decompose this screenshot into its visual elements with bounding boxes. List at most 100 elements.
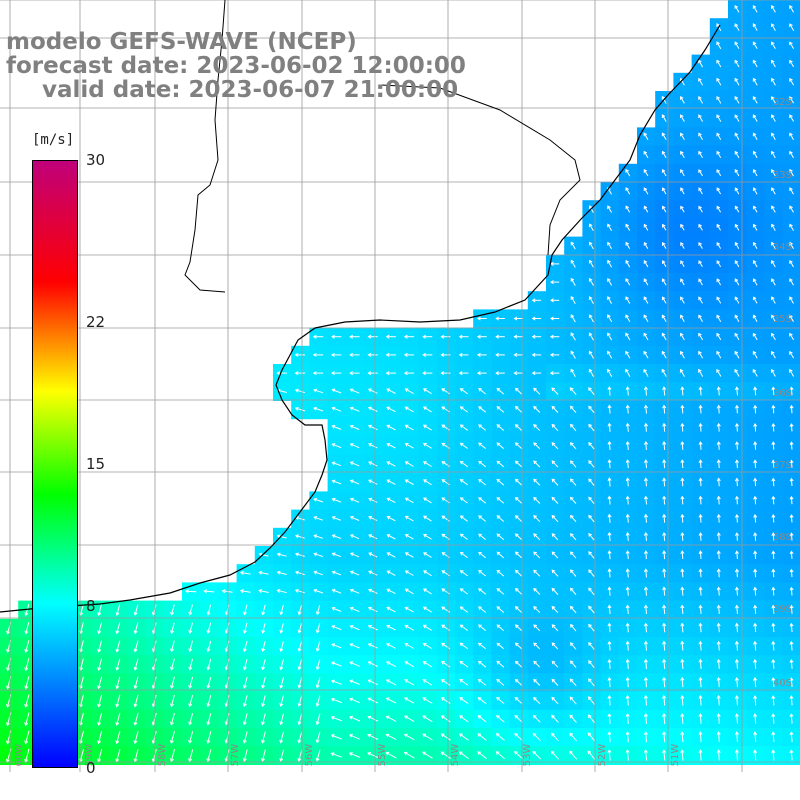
wind-arrow	[734, 586, 739, 596]
wind-arrow	[607, 749, 612, 761]
wind-arrow	[734, 278, 740, 286]
wind-arrow	[514, 714, 523, 723]
wind-arrow	[477, 642, 487, 650]
wind-arrow	[771, 404, 776, 414]
wind-arrow	[680, 404, 685, 414]
wind-arrow	[716, 205, 722, 213]
wind-arrow	[513, 334, 523, 339]
longitude-label: 55W	[377, 744, 388, 767]
wind-arrow	[716, 314, 722, 322]
wind-arrow	[533, 387, 541, 395]
wind-arrow	[404, 624, 414, 631]
wind-arrow	[295, 570, 305, 576]
wind-arrow	[422, 715, 433, 723]
wind-arrow	[349, 424, 360, 430]
wind-arrow	[423, 443, 432, 449]
wind-arrow	[386, 624, 396, 631]
wind-arrow	[477, 697, 487, 705]
wind-arrow	[698, 694, 703, 706]
wind-arrow	[440, 733, 451, 741]
wind-arrow	[734, 314, 740, 322]
wind-arrow	[115, 676, 121, 690]
wind-arrow	[680, 495, 685, 505]
wind-arrow	[625, 296, 631, 304]
wind-arrow	[625, 332, 631, 341]
wind-arrow	[716, 41, 722, 50]
wind-arrow	[698, 77, 704, 86]
wind-arrow	[169, 749, 175, 763]
wind-arrow	[422, 733, 433, 741]
wind-arrow	[789, 441, 794, 450]
latitude-label: 39S	[773, 604, 792, 615]
wind-arrow	[716, 586, 721, 596]
wind-arrow	[643, 350, 649, 359]
wind-arrow	[588, 478, 595, 486]
wind-arrow	[753, 422, 758, 432]
wind-arrow	[734, 404, 739, 414]
wind-arrow	[478, 442, 487, 449]
wind-arrow	[550, 750, 560, 760]
wind-arrow	[297, 695, 303, 707]
wind-arrow	[404, 661, 415, 668]
wind-arrow	[133, 730, 139, 744]
wind-arrow	[514, 569, 523, 577]
wind-arrow	[188, 713, 194, 726]
wind-arrow	[315, 731, 321, 744]
wind-arrow	[385, 661, 397, 668]
wind-arrow	[625, 440, 630, 450]
wind-arrow	[607, 386, 612, 396]
wind-arrow	[771, 604, 776, 614]
wind-arrow	[716, 676, 721, 688]
wind-arrow	[331, 625, 342, 631]
wind-arrow	[386, 461, 396, 467]
wind-arrow	[459, 515, 468, 522]
wind-arrow	[716, 350, 722, 359]
wind-arrow	[789, 223, 794, 231]
wind-arrow	[680, 640, 685, 651]
wind-arrow	[625, 731, 630, 743]
wind-arrow	[188, 658, 193, 671]
wind-arrow	[680, 314, 685, 322]
wind-arrow	[348, 752, 361, 758]
wind-arrow	[643, 622, 648, 633]
wind-arrow	[315, 677, 321, 689]
wind-arrow	[607, 223, 613, 231]
wind-arrow	[698, 314, 703, 322]
wind-arrow	[662, 459, 667, 469]
wind-arrow	[367, 625, 378, 631]
wind-arrow	[661, 150, 667, 159]
wind-arrow	[789, 677, 794, 688]
wind-arrow	[643, 223, 649, 231]
wind-arrow	[789, 568, 794, 578]
wind-arrow	[313, 516, 323, 521]
wind-arrow	[771, 713, 776, 724]
wind-arrow	[789, 59, 795, 68]
wind-arrow	[441, 406, 450, 413]
wind-arrow	[368, 515, 378, 522]
wind-arrow	[569, 714, 577, 723]
wind-arrow	[331, 516, 342, 521]
wind-arrow	[386, 515, 396, 522]
wind-arrow	[279, 731, 285, 744]
wind-arrow	[294, 388, 306, 394]
wind-arrow	[771, 550, 776, 559]
wind-arrow	[588, 314, 594, 323]
wind-arrow	[440, 679, 451, 686]
wind-arrow	[551, 460, 559, 468]
wind-arrow	[477, 733, 487, 741]
wind-arrow	[533, 624, 541, 632]
longitude-label: 51W	[670, 744, 681, 767]
wind-arrow	[349, 534, 360, 540]
wind-arrow	[258, 588, 269, 593]
wind-arrow	[385, 679, 397, 686]
wind-arrow	[753, 604, 758, 614]
wind-arrow	[170, 640, 175, 653]
wind-arrow	[349, 643, 360, 649]
wind-arrow	[533, 660, 541, 668]
wind-arrow	[514, 732, 523, 741]
wind-arrow	[115, 712, 121, 726]
wind-arrow	[533, 405, 541, 413]
wind-arrow	[752, 332, 758, 341]
wind-arrow	[771, 586, 776, 596]
wind-arrow	[551, 642, 559, 650]
